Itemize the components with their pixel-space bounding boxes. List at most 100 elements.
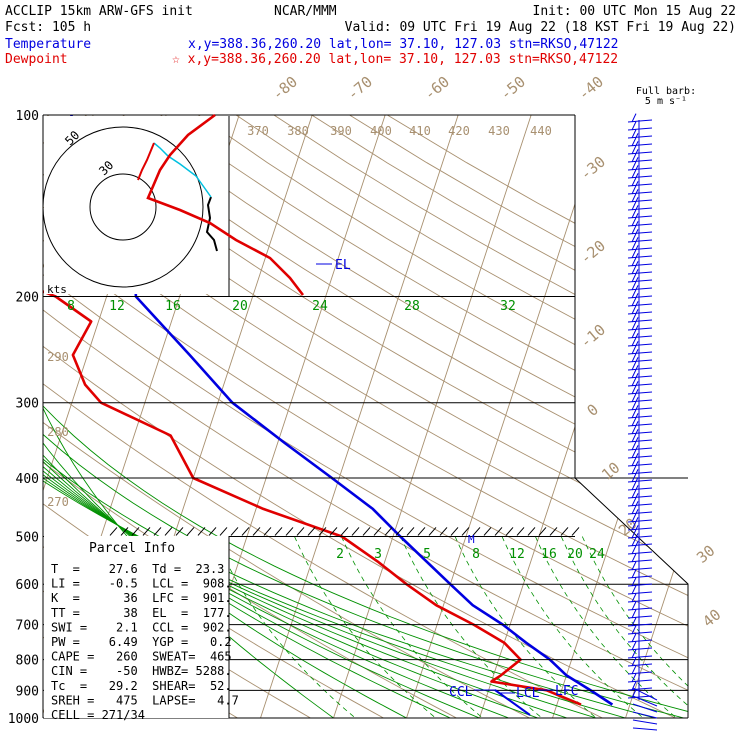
mark-label: M [468, 533, 475, 546]
wind-barb-flag [631, 405, 639, 419]
wind-barb-flag [631, 245, 639, 259]
dry-adiabat [43, 115, 688, 718]
wind-barb-flag [631, 689, 637, 699]
wind-barb-flag [631, 189, 639, 203]
hatch-mark [164, 527, 173, 536]
hatch-mark [241, 527, 250, 536]
isotherm-line [260, 115, 459, 718]
header-center: NCAR/MMM [274, 4, 337, 19]
hatch-mark [351, 527, 360, 536]
hatch-mark [197, 527, 206, 536]
pressure-tick-label: 200 [16, 291, 39, 306]
pressure-tick-label: 800 [16, 654, 39, 669]
mixing-ratio-line [341, 536, 483, 718]
parcel-info-row: Tc = 29.2 SHEAR= 52. [51, 679, 232, 693]
dry-adiabat [43, 115, 603, 718]
wind-barb-flag [631, 585, 637, 595]
dry-adiabat [43, 115, 676, 718]
hatch-mark [219, 527, 228, 536]
parcel-info-row: PW = 6.49 YGP = 0.2 [51, 635, 232, 649]
wind-barb-low [632, 727, 658, 731]
hatch-mark [505, 527, 514, 536]
hatch-mark [109, 527, 118, 536]
hodograph-trace-mid [153, 142, 212, 198]
pressure-tick-label: 300 [16, 397, 39, 412]
hatch-mark [472, 527, 481, 536]
hatch-mark [428, 527, 437, 536]
wind-barb-low [632, 703, 658, 713]
wind-barb-flag [631, 157, 639, 171]
hodograph-ring-outer [42, 126, 204, 288]
wind-barb-flag [631, 553, 637, 563]
hatch-mark [307, 527, 316, 536]
wind-barb-flag [631, 509, 639, 523]
isotherm-label: -70 [344, 73, 376, 104]
wind-barb-flag [631, 197, 639, 211]
hodograph-bg [44, 116, 229, 294]
pressure-tick-label: 900 [16, 684, 39, 699]
pressure-tick-label: 100 [16, 109, 39, 124]
wind-barb-flag [631, 237, 639, 251]
dry-adiabat [387, 115, 688, 718]
mixing-ratio-label: 2 [336, 547, 344, 562]
pressure-tick-label: 1000 [8, 712, 39, 727]
wind-barb-flag [631, 485, 639, 499]
dry-adiabat [43, 115, 688, 718]
wind-barb-flag [631, 389, 639, 403]
wind-barb-flag [631, 413, 639, 427]
wind-barb-flag [631, 625, 637, 635]
lcl-label: LCL [516, 686, 540, 701]
wind-barb-flag [631, 577, 637, 587]
isotherm-label: -10 [577, 321, 609, 352]
hatch-mark [417, 527, 426, 536]
wind-barb-flag [631, 673, 637, 683]
isotherm-label: 10 [598, 458, 623, 483]
hatch-mark [175, 527, 184, 536]
parcel-trace [494, 689, 531, 716]
isotherm-label: -30 [577, 153, 609, 184]
wind-barb-flag [631, 477, 639, 491]
wind-barb-flag [631, 357, 639, 371]
dry-adiabat [84, 115, 688, 718]
wind-barb-flag [631, 421, 639, 435]
hodograph-units: kts [47, 283, 67, 296]
dewpoint-upper-segment [146, 113, 305, 296]
wind-barb-flag [631, 641, 637, 651]
hatch-mark [131, 527, 140, 536]
header-init: Init: 00 UTC Mon 15 Aug 22 [533, 4, 737, 19]
wind-barb-flag [631, 229, 639, 243]
theta-label: 280 [47, 425, 69, 439]
dewpoint-legend: Dewpoint [5, 52, 68, 67]
wind-barb-flag [631, 133, 639, 147]
wind-barb-flag [631, 205, 639, 219]
wind-barb-flag [631, 541, 639, 555]
dry-adiabat [43, 115, 688, 718]
moist-adiabat-label: 20 [232, 299, 248, 314]
parcel-info-row: CIN = -50 HWBZ= 5288. [51, 664, 232, 678]
plot-frame-right [574, 115, 689, 718]
wind-barb-low [632, 687, 658, 701]
pressure-tick-label: 700 [16, 619, 39, 634]
wind-barb-flag [631, 453, 639, 467]
parcel-info-row: LI = -0.5 LCL = 908. [51, 577, 232, 591]
hatch-mark [450, 527, 459, 536]
isotherm-label: -60 [421, 73, 453, 104]
wind-barb-flag [631, 293, 639, 307]
parcel-info-row: TT = 38 EL = 177. [51, 606, 232, 620]
wind-barb-flag [631, 617, 637, 627]
parcel-info-row: K = 36 LFC = 901. [51, 591, 232, 605]
wind-barb-flag [631, 469, 639, 483]
hatch-mark [329, 527, 338, 536]
hodograph-ring-inner [89, 173, 157, 241]
barb-legend-units: 5 m s⁻¹ [645, 96, 687, 107]
ccl-label: CCL [449, 685, 473, 700]
wind-barb-flag [631, 681, 637, 691]
pressure-tick-label: 600 [16, 578, 39, 593]
wind-barb-flag [631, 301, 639, 315]
mixing-ratio-label: 5 [423, 547, 431, 562]
wind-barb-flag [631, 525, 639, 539]
pressure-tick-label: 500 [16, 530, 39, 545]
wind-barb-low [632, 719, 658, 725]
